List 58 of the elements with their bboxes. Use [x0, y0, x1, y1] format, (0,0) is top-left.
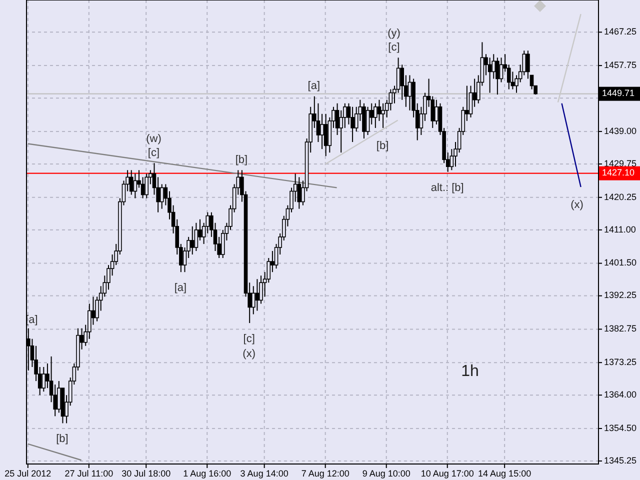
x-tick-label: 10 Aug 17:00 [420, 468, 474, 478]
y-tick-label: 1382.75 [604, 324, 637, 334]
y-tick-label: 1467.25 [604, 26, 637, 37]
candlestick [160, 184, 164, 210]
text: 1h [461, 363, 479, 380]
ref-line-label: 1449.71 [602, 88, 635, 98]
annotation: (y) [388, 28, 400, 40]
x-tick-label: 30 Jul 18:00 [122, 468, 171, 478]
y-tick-label: 1373.25 [604, 356, 637, 367]
y-tick-label: 1364.00 [604, 389, 637, 400]
x-tick-label: 25 Jul 2012 [4, 468, 52, 478]
candlestick [408, 74, 412, 111]
candlestick [297, 176, 302, 210]
annotation: [b] [56, 433, 68, 446]
ref-line-label: 1427.10 [602, 168, 635, 178]
candlestick [129, 170, 134, 196]
x-tick-label: 7 Aug 12:00 [301, 468, 350, 478]
x-tick-label: 27 Jul 11:00 [64, 468, 114, 478]
candlestick [133, 173, 138, 199]
candlestick [488, 57, 492, 94]
annotation: [b] [376, 140, 389, 152]
candlestick [57, 380, 61, 414]
y-tick-label: 1411.00 [604, 224, 636, 234]
annotation: [c] [388, 42, 400, 54]
y-tick-label: 1429.75 [604, 158, 637, 168]
candlestick [255, 278, 260, 312]
y-tick-label: 1401.50 [604, 258, 637, 268]
y-tick-label: 1457.75 [604, 60, 637, 70]
candlestick [42, 366, 46, 392]
y-tick-label: 1420.25 [604, 192, 637, 202]
candlestick [144, 173, 149, 199]
x-tick-label: 9 Aug 10:00 [362, 468, 410, 478]
x-tick-label: 14 Aug 15:00 [478, 468, 532, 478]
candlestick [496, 57, 500, 96]
candlestick [366, 106, 370, 136]
annotation: (x) [242, 348, 256, 360]
annotation: [c] [243, 332, 255, 345]
annotation: alt.: [b] [430, 182, 464, 194]
annotation: [b] [235, 154, 248, 166]
candlestick [324, 113, 328, 157]
annotation: [a] [174, 282, 187, 294]
annotation: (x) [570, 198, 584, 211]
candlestick [381, 102, 385, 128]
candlestick [374, 102, 378, 128]
y-tick-label: 1345.25 [604, 455, 637, 466]
candlestick [190, 226, 194, 255]
annotation: [a] [308, 80, 320, 92]
x-tick-label: 3 Aug 14:00 [240, 468, 288, 478]
candlestick [320, 113, 324, 150]
y-tick-label: 1354.50 [604, 422, 637, 433]
x-tick-label: 1 Aug 16:00 [183, 468, 232, 478]
annotation: (w) [146, 133, 162, 146]
annotation: [c] [148, 147, 160, 160]
candlestick [194, 222, 198, 252]
y-tick-label: 1439.00 [604, 126, 637, 136]
candlestick [499, 57, 504, 83]
candlestick [350, 106, 354, 143]
y-tick-label: 1392.25 [604, 290, 637, 300]
